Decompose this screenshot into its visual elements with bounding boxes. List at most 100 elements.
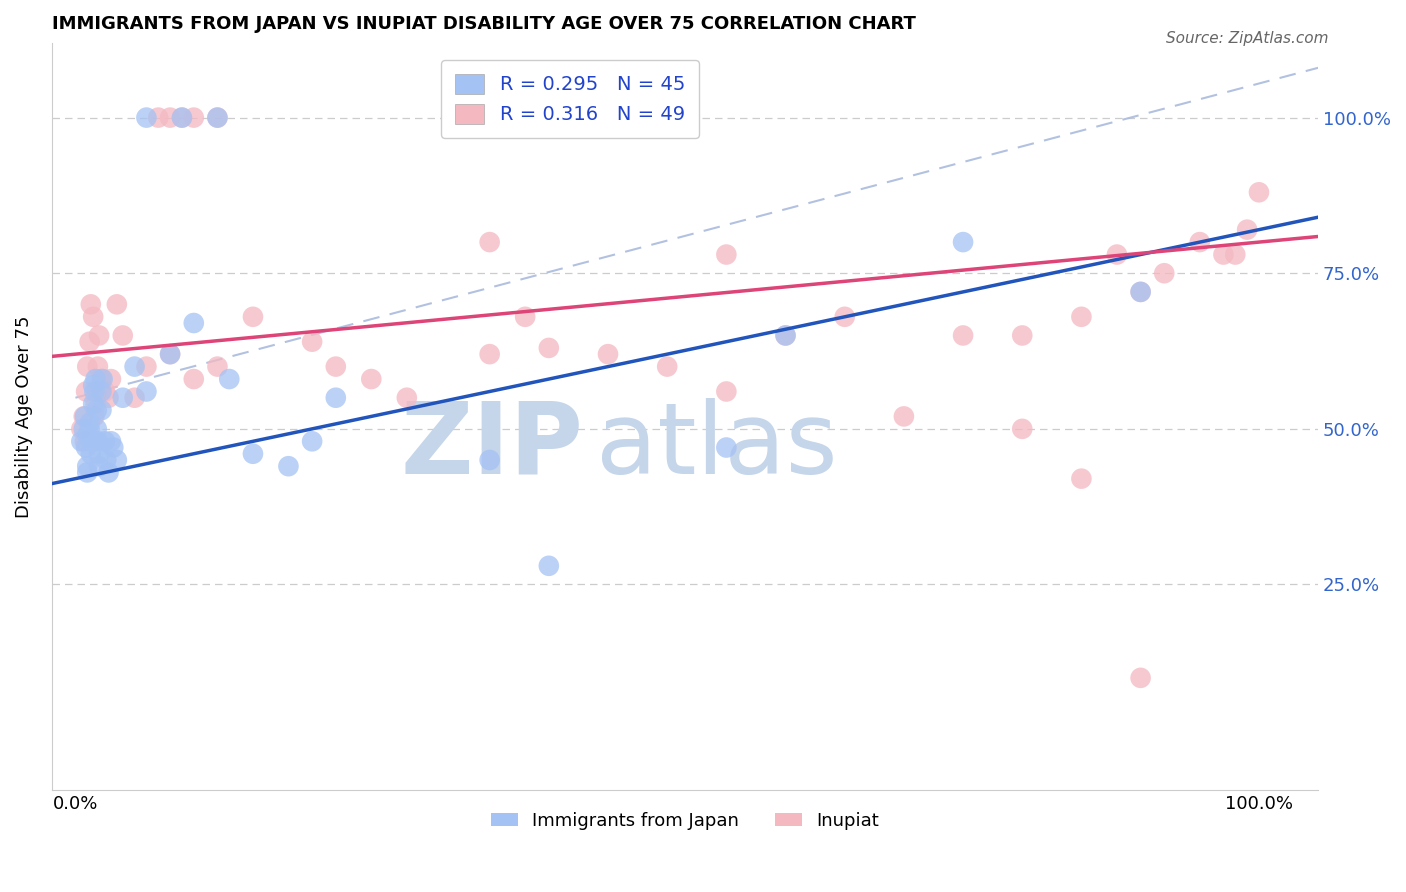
Point	[1105, 247, 1128, 261]
Point	[301, 334, 323, 349]
Point	[73, 422, 96, 436]
Point	[183, 316, 205, 330]
Point	[1070, 310, 1092, 324]
Text: IMMIGRANTS FROM JAPAN VS INUPIAT DISABILITY AGE OVER 75 CORRELATION CHART: IMMIGRANTS FROM JAPAN VS INUPIAT DISABIL…	[52, 15, 915, 33]
Point	[124, 359, 146, 374]
Point	[87, 434, 110, 449]
Point	[76, 459, 98, 474]
Point	[84, 372, 107, 386]
Point	[716, 247, 738, 261]
Point	[87, 359, 110, 374]
Point	[73, 409, 96, 424]
Point	[82, 310, 104, 324]
Point	[97, 391, 120, 405]
Point	[183, 372, 205, 386]
Point	[1129, 671, 1152, 685]
Point	[775, 328, 797, 343]
Point	[148, 111, 170, 125]
Point	[360, 372, 382, 386]
Point	[82, 397, 104, 411]
Point	[97, 466, 120, 480]
Point	[277, 459, 299, 474]
Point	[207, 111, 229, 125]
Legend: Immigrants from Japan, Inupiat: Immigrants from Japan, Inupiat	[484, 805, 887, 837]
Point	[159, 347, 181, 361]
Point	[100, 434, 122, 449]
Point	[893, 409, 915, 424]
Point	[135, 359, 157, 374]
Point	[952, 328, 974, 343]
Point	[76, 359, 98, 374]
Point	[80, 297, 103, 311]
Point	[111, 391, 134, 405]
Point	[87, 459, 110, 474]
Point	[537, 341, 560, 355]
Point	[478, 453, 501, 467]
Point	[105, 453, 128, 467]
Point	[242, 310, 264, 324]
Text: atlas: atlas	[596, 398, 838, 495]
Point	[301, 434, 323, 449]
Y-axis label: Disability Age Over 75: Disability Age Over 75	[15, 315, 32, 517]
Point	[478, 235, 501, 249]
Text: ZIP: ZIP	[401, 398, 583, 495]
Point	[657, 359, 679, 374]
Point	[1247, 186, 1270, 200]
Point	[82, 378, 104, 392]
Text: Source: ZipAtlas.com: Source: ZipAtlas.com	[1166, 31, 1329, 46]
Point	[94, 434, 117, 449]
Point	[952, 235, 974, 249]
Point	[242, 447, 264, 461]
Point	[79, 416, 101, 430]
Point	[716, 384, 738, 399]
Point	[170, 111, 193, 125]
Point	[90, 372, 112, 386]
Point	[775, 328, 797, 343]
Point	[83, 384, 105, 399]
Point	[90, 403, 112, 417]
Point	[100, 372, 122, 386]
Point	[1153, 266, 1175, 280]
Point	[80, 434, 103, 449]
Point	[596, 347, 619, 361]
Point	[96, 453, 118, 467]
Point	[70, 422, 93, 436]
Point	[91, 372, 114, 386]
Point	[76, 428, 98, 442]
Point	[1129, 285, 1152, 299]
Point	[1212, 247, 1234, 261]
Point	[86, 384, 108, 399]
Point	[1011, 422, 1033, 436]
Point	[111, 328, 134, 343]
Point	[87, 447, 110, 461]
Point	[86, 422, 108, 436]
Point	[105, 297, 128, 311]
Point	[159, 111, 181, 125]
Point	[84, 397, 107, 411]
Point	[1070, 472, 1092, 486]
Point	[90, 384, 112, 399]
Point	[395, 391, 418, 405]
Point	[325, 359, 347, 374]
Point	[1236, 222, 1258, 236]
Point	[70, 434, 93, 449]
Point	[834, 310, 856, 324]
Point	[478, 111, 501, 125]
Point	[86, 403, 108, 417]
Point	[515, 310, 537, 324]
Point	[94, 384, 117, 399]
Point	[478, 347, 501, 361]
Point	[80, 447, 103, 461]
Point	[1188, 235, 1211, 249]
Point	[207, 111, 229, 125]
Point	[170, 111, 193, 125]
Point	[135, 384, 157, 399]
Point	[76, 466, 98, 480]
Point	[73, 409, 96, 424]
Point	[716, 441, 738, 455]
Point	[103, 441, 125, 455]
Point	[79, 334, 101, 349]
Point	[218, 372, 240, 386]
Point	[1129, 285, 1152, 299]
Point	[135, 111, 157, 125]
